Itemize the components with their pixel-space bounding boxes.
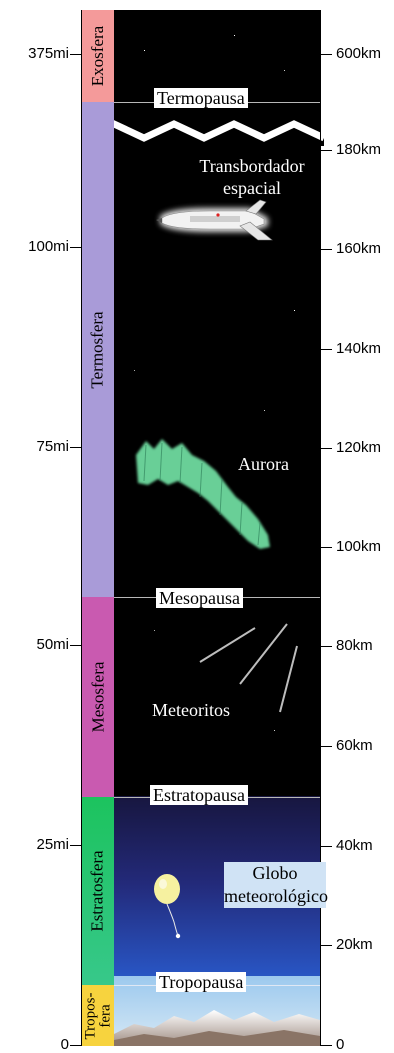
- meteors-label: Meteoritos: [152, 700, 230, 720]
- tick-label: 50mi: [36, 636, 69, 653]
- tick-label: 120km: [336, 439, 382, 456]
- balloon-label: Globo meteorológico: [224, 862, 328, 908]
- layer-estratosfera: Estratosfera: [82, 797, 114, 985]
- weather-balloon-icon: [154, 874, 181, 939]
- tick-mark: [70, 645, 81, 646]
- right-axis-line: [320, 10, 321, 1046]
- layer-label: Termosfera: [88, 310, 107, 389]
- tick-mark: [321, 646, 332, 647]
- tick-label: 140km: [336, 340, 382, 357]
- aurora-icon: [136, 439, 270, 549]
- boundary-tropopausa: Tropopausa: [156, 972, 247, 992]
- layer-label: Estratosfera: [88, 850, 107, 932]
- tick-mark: [70, 247, 81, 248]
- layer-exosfera: Exosfera: [82, 10, 114, 102]
- tick-mark: [321, 150, 332, 151]
- boundary-estratopausa: Estratopausa: [150, 785, 248, 805]
- aurora-label: Aurora: [238, 454, 289, 474]
- tick-label: 160km: [336, 240, 382, 257]
- tick-mark: [321, 54, 332, 55]
- tick-label: 180km: [336, 141, 382, 158]
- shuttle-label: Transbordador espacial: [199, 156, 305, 198]
- tick-label: 20km: [336, 936, 373, 953]
- tick-mark: [321, 448, 332, 449]
- layer-mesosfera: Mesosfera: [82, 597, 114, 797]
- tick-label: 375mi: [28, 45, 69, 62]
- tick-mark: [321, 945, 332, 946]
- tick-mark: [70, 1045, 81, 1046]
- tick-label: 80km: [336, 637, 373, 654]
- tick-label: 100km: [336, 538, 382, 555]
- tick-mark: [321, 349, 332, 350]
- tick-mark: [321, 249, 332, 250]
- tick-label: 0: [336, 1036, 345, 1053]
- boundary-termopausa: Termopausa: [154, 88, 248, 108]
- sky-column: [114, 10, 320, 1046]
- left-axis-line: [81, 10, 82, 1046]
- space-shuttle-icon: [156, 199, 273, 241]
- layer-termosfera: Termosfera: [82, 102, 114, 597]
- layer-label: Mesosfera: [88, 661, 107, 733]
- layer-label: Tropos-fera: [82, 992, 113, 1039]
- tick-label: 40km: [336, 837, 373, 854]
- tick-label: 100mi: [28, 238, 69, 255]
- layer-label: Exosfera: [88, 25, 108, 87]
- tick-mark: [70, 447, 81, 448]
- tick-mark: [321, 746, 332, 747]
- layer-troposfera: Tropos-fera: [82, 985, 114, 1046]
- axis-break: [84, 120, 324, 146]
- tick-label: 0: [60, 1036, 69, 1053]
- tick-mark: [70, 845, 81, 846]
- tick-mark: [321, 1045, 332, 1046]
- tick-label: 600km: [336, 45, 382, 62]
- meteor-streaks-icon: [199, 623, 298, 713]
- tick-label: 75mi: [36, 438, 69, 455]
- tick-mark: [321, 547, 332, 548]
- tick-mark: [321, 846, 332, 847]
- tick-label: 25mi: [36, 836, 69, 853]
- tick-label: 60km: [336, 737, 373, 754]
- tick-mark: [70, 54, 81, 55]
- boundary-mesopausa: Mesopausa: [156, 588, 243, 608]
